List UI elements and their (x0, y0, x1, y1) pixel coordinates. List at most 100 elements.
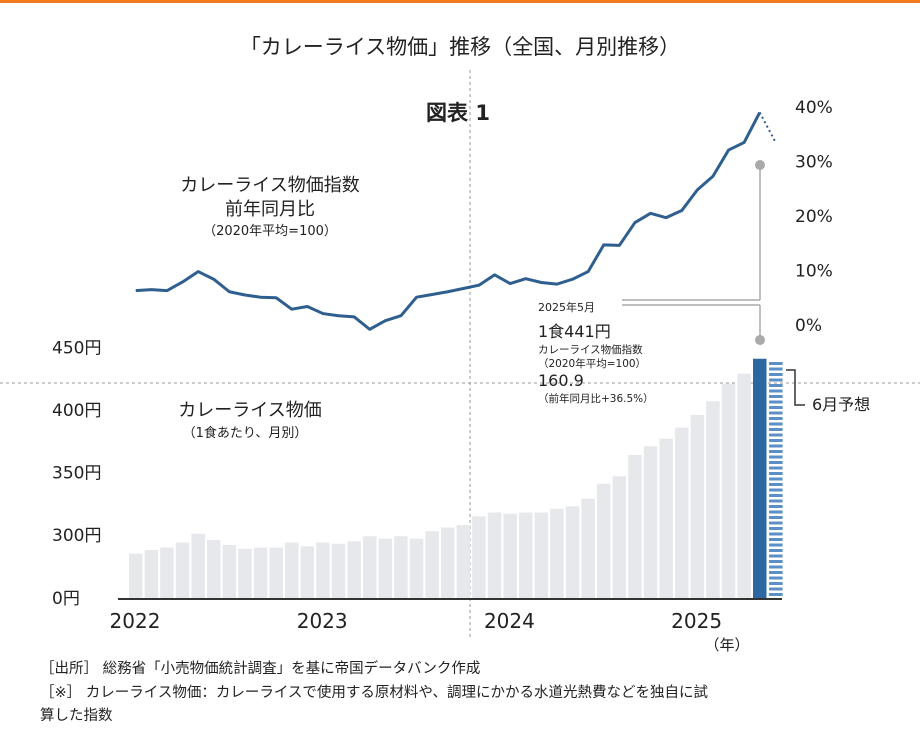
line-subtitle: 前年同月比 (225, 199, 315, 220)
x-unit-label: （年） (704, 636, 749, 654)
bar (737, 373, 751, 598)
y-tick-left: 400円 (52, 401, 101, 421)
annotation-index-note: （2020年平均=100） (538, 357, 646, 370)
bar (628, 455, 642, 598)
accent-top-bar (0, 0, 920, 3)
forecast-stripe (769, 582, 783, 585)
forecast-stripe (769, 549, 783, 552)
y-tick-left: 450円 (52, 339, 101, 359)
bar (363, 536, 377, 598)
forecast-stripe (769, 488, 783, 492)
forecast-stripe (769, 494, 783, 497)
forecast-line (758, 111, 777, 143)
y-tick-left: 0円 (52, 589, 80, 609)
forecast-label: 6月予想 (812, 395, 870, 414)
forecast-stripe (769, 538, 783, 541)
forecast-stripe (769, 483, 783, 486)
bar (347, 541, 361, 598)
line-title: カレーライス物価指数 (180, 175, 359, 196)
bar (425, 531, 439, 598)
annotation-index-label: カレーライス物価指数 (538, 343, 643, 356)
x-tick: 2023 (297, 609, 348, 633)
forecast-stripe (769, 389, 783, 393)
forecast-stripe (769, 499, 783, 503)
forecast-stripe (769, 521, 783, 525)
bar (581, 498, 595, 598)
y-tick-right: 0% (795, 316, 822, 336)
forecast-stripe (769, 362, 783, 365)
y-tick-left: 350円 (52, 464, 101, 484)
bar (285, 542, 299, 598)
bar (144, 550, 159, 598)
forecast-stripe (769, 571, 783, 574)
callout-connector (622, 165, 761, 340)
forecast-stripe (769, 411, 783, 415)
callout-dot-bar (755, 335, 765, 345)
forecast-stripe (769, 384, 783, 387)
y-tick-right: 10% (795, 262, 833, 282)
bar (675, 427, 689, 598)
bar (472, 516, 486, 598)
bar (597, 483, 611, 598)
bar (175, 542, 190, 598)
bar-title: カレーライス物価 (178, 400, 321, 421)
annotation-date: 2025年5月 (538, 300, 595, 314)
bar-latest (753, 358, 767, 598)
forecast-stripe (769, 422, 783, 426)
bar (222, 545, 237, 598)
annotation-price: 1食441円 (538, 322, 611, 341)
forecast-stripe (769, 576, 783, 580)
bar (706, 401, 720, 598)
forecast-bracket (786, 369, 805, 406)
bar (207, 540, 221, 598)
forecast-stripe (769, 593, 783, 596)
bar (394, 536, 408, 598)
forecast-stripe (769, 527, 783, 530)
forecast-stripe (769, 532, 783, 536)
bar (503, 513, 517, 598)
forecast-stripe (769, 455, 783, 459)
forecast-stripe (769, 587, 783, 591)
forecast-stripe (769, 516, 783, 519)
bar (269, 547, 283, 598)
bar (550, 508, 564, 598)
yoy-line (135, 111, 762, 331)
forecast-stripe (769, 554, 783, 558)
forecast-stripe (769, 400, 783, 404)
bar (253, 547, 268, 598)
y-tick-left: 300円 (52, 526, 101, 546)
rightaxis: 40% 30% 20% 10% 0% (795, 98, 833, 336)
x-tick: 2022 (110, 609, 161, 633)
bar (565, 506, 580, 598)
bar (238, 548, 252, 598)
forecast-stripe (769, 466, 783, 470)
bar (160, 547, 174, 598)
bar (643, 446, 658, 598)
line-note: （2020年平均=100） (203, 224, 337, 239)
bar (300, 546, 315, 598)
y-tick-right: 20% (795, 207, 833, 227)
footnote-definition: ［※］ カレーライス物価：カレーライスで使用する原材料や、調理にかかる水道光熱費… (40, 684, 708, 701)
forecast-bar (769, 362, 783, 596)
bar (690, 415, 705, 598)
bar (409, 538, 424, 598)
forecast-stripe (769, 543, 783, 547)
x-tick: 2025 (671, 609, 722, 633)
bar (191, 533, 205, 598)
bar (331, 543, 346, 598)
bar (378, 538, 393, 598)
bar (129, 553, 143, 598)
bar (612, 476, 627, 598)
callout-dot-line (755, 160, 765, 170)
figure-label: 図表 1 (426, 101, 490, 125)
forecast-stripe (769, 510, 783, 514)
forecast-stripe (769, 565, 783, 569)
chart-title: 「カレーライス物価」推移（全国、月別推移） (240, 35, 680, 59)
forecast-stripe (769, 417, 783, 420)
forecast-stripe (769, 560, 783, 563)
forecast-stripe (769, 373, 783, 376)
bar (534, 512, 549, 598)
y-tick-right: 30% (795, 153, 833, 173)
footnote-source: ［出所］ 総務省「小売物価統計調査」を基に帝国データバンク作成 (40, 659, 480, 677)
